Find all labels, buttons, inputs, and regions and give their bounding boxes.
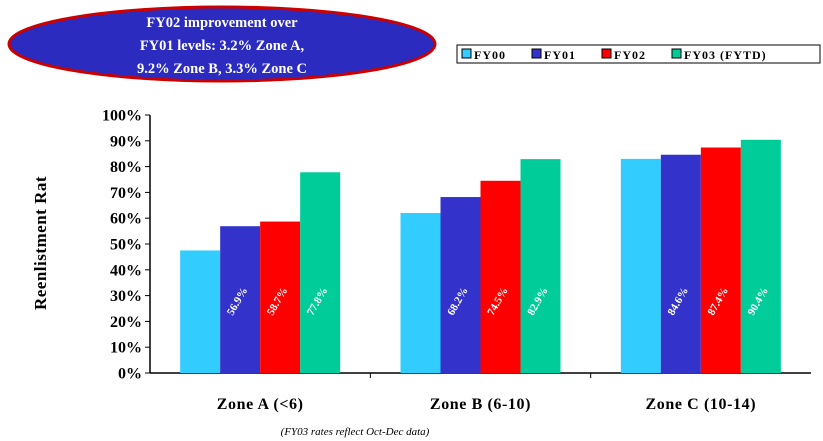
- legend-swatch-fy00: [461, 48, 472, 59]
- y-tick-label: 80%: [110, 159, 142, 176]
- y-tick-label: 50%: [110, 237, 142, 254]
- bar-fy03-fytd-: [740, 139, 781, 373]
- y-axis-title: Reenlistment Rat: [31, 176, 50, 310]
- y-tick-label: 30%: [110, 288, 142, 305]
- bar-fy00: [180, 250, 221, 373]
- x-category-label: Zone A (<6): [217, 396, 304, 413]
- bar-fy01: [440, 197, 481, 373]
- legend-box: [456, 44, 821, 64]
- callout-line-2: FY01 levels: 3.2% Zone A,: [140, 38, 305, 54]
- bar-fy02: [260, 221, 301, 373]
- x-category-label: Zone B (6-10): [430, 396, 531, 413]
- y-tick-label: 60%: [110, 211, 142, 228]
- bar-fy02: [480, 180, 521, 373]
- y-tick-label: 90%: [110, 133, 142, 150]
- legend-label-fy01: FY01: [544, 48, 576, 62]
- plot-area: 0%10%20%30%40%50%60%70%80%90%100%56.9% 58…: [102, 108, 811, 413]
- x-category-label: Zone C (10-14): [646, 396, 757, 413]
- y-tick-label: 20%: [110, 314, 142, 331]
- bar-fy00: [400, 213, 441, 373]
- footnote: (FY03 rates reflect Oct-Dec data): [281, 426, 430, 438]
- legend-swatch-fy02: [601, 48, 612, 59]
- y-tick-label: 40%: [110, 262, 142, 279]
- bar-fy03-fytd-: [520, 159, 561, 373]
- callout-line-3: 9.2% Zone B, 3.3% Zone C: [137, 61, 307, 77]
- y-tick-label: 100%: [102, 108, 142, 125]
- legend-swatch-fy01: [531, 48, 542, 59]
- legend: FY00 FY01 FY02 FY03 (FYTD): [456, 44, 821, 64]
- legend-label-fy00: FY00: [474, 48, 506, 62]
- y-tick-label: 70%: [110, 185, 142, 202]
- bar-fy03-fytd-: [300, 172, 341, 373]
- y-tick-label: 0%: [118, 366, 142, 383]
- callout-oval: FY02 improvement over FY01 levels: 3.2% …: [7, 5, 437, 83]
- bar-fy01: [220, 226, 261, 373]
- y-tick-label: 10%: [110, 340, 142, 357]
- legend-label-fy02: FY02: [614, 48, 646, 62]
- legend-label-fy03: FY03 (FYTD): [684, 48, 767, 62]
- callout-oval-shape: [7, 5, 437, 83]
- callout-line-1: FY02 improvement over: [146, 15, 298, 31]
- bar-fy00: [620, 158, 661, 373]
- bar-fy02: [700, 147, 741, 373]
- legend-swatch-fy03: [671, 48, 682, 59]
- bar-fy01: [660, 154, 701, 373]
